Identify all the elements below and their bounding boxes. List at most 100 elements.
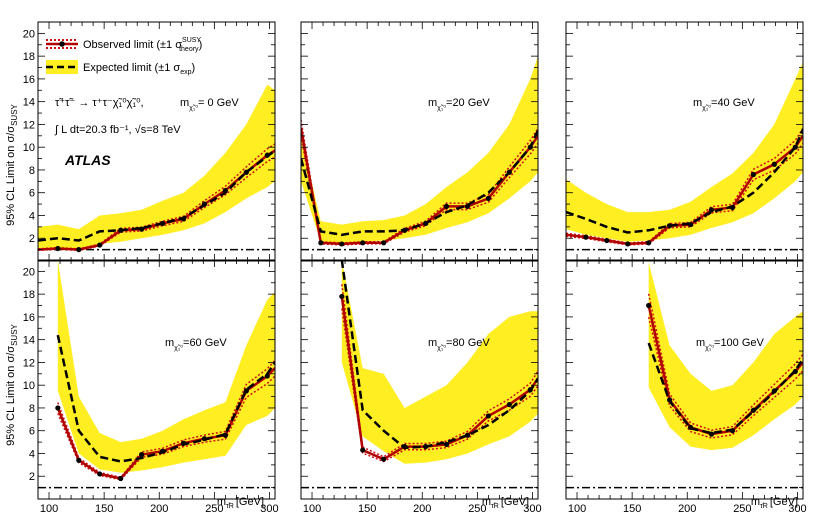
y-tick-label: 20 [23, 266, 35, 278]
y-tick-label: 10 [23, 142, 35, 154]
x-axis-title-1: mτ̃R [GeV] [217, 496, 264, 510]
x-axis-title-2: mτ̃R [GeV] [482, 496, 529, 510]
observed-point [201, 201, 208, 207]
y-tick-label: 4 [29, 210, 35, 222]
expected-band [341, 260, 538, 464]
observed-point [264, 152, 270, 158]
observed-point [792, 368, 798, 375]
y-tick-label: 14 [23, 97, 35, 109]
observed-point [381, 240, 387, 246]
y-tick-label: 2 [29, 233, 35, 245]
observed-point [201, 436, 208, 442]
observed-point [729, 428, 736, 434]
mass-label: mχ̃₁⁰= 0 GeV [180, 97, 239, 112]
panel-1: 2 4 6 8 10 12 14 16 18 20 mχ̃₁⁰= 0 GeV [23, 21, 276, 262]
legend-expected-label: Expected limit (±1 σexp) [83, 62, 195, 76]
observed-point [381, 456, 387, 462]
expected-line [566, 128, 803, 234]
observed-point [139, 452, 145, 458]
y-tick-label: 16 [23, 312, 35, 324]
observed-point [118, 227, 124, 233]
observed-point [667, 397, 673, 403]
x-tick-label: 150 [623, 503, 641, 513]
x-tick-label: 200 [150, 503, 168, 513]
panels: 2 4 6 8 10 12 14 16 18 20 mχ̃₁⁰= 0 GeV mχ̃₁⁰=20 GeV… [23, 21, 807, 513]
plot-area [301, 260, 538, 489]
plot-frame [37, 259, 276, 500]
observed-point [708, 207, 715, 213]
observed-point [243, 388, 249, 394]
mass-label: mχ̃₁⁰=80 GeV [428, 337, 490, 352]
x-tick-label: 300 [788, 503, 806, 513]
observed-point [729, 204, 736, 211]
x-axis-title-3: mτ̃R [GeV] [751, 496, 798, 510]
y-tick-label: 6 [29, 188, 35, 200]
observed-point [159, 448, 166, 454]
observed-point [180, 440, 187, 446]
observed-point [687, 424, 694, 430]
observed-point [485, 195, 491, 202]
x-tick-label: 300 [523, 503, 541, 513]
expected-band [38, 84, 275, 250]
y-tick-label: 18 [23, 51, 35, 63]
observed-theory-down [301, 135, 538, 246]
panel-3: mχ̃₁⁰=40 GeV [565, 21, 804, 262]
observed-point [771, 161, 777, 167]
observed-point [422, 220, 429, 227]
observed-point [708, 431, 715, 437]
legend: Observed limit (±1 σSUSY theory) Expected… [46, 37, 202, 76]
observed-point [485, 413, 491, 419]
y-tick-label: 10 [23, 380, 35, 392]
panel-5: 100 150 200 250 300 mχ̃₁⁰=80 GeV [300, 259, 542, 513]
y-tick-label: 8 [29, 403, 35, 415]
observed-point [687, 221, 694, 228]
observed-point [464, 203, 471, 209]
observed-point [139, 226, 145, 232]
y-tick-label: 20 [23, 28, 35, 40]
observed-point [402, 227, 408, 233]
mass-label: mχ̃₁⁰=40 GeV [693, 97, 755, 112]
observed-point [180, 216, 187, 222]
x-tick-label: 150 [95, 503, 113, 513]
observed-point [604, 237, 610, 244]
observed-point [243, 169, 249, 175]
observed-point [464, 432, 471, 438]
observed-point [76, 457, 82, 463]
y-tick-label: 8 [29, 165, 35, 177]
observed-point [527, 144, 533, 150]
plot-area [301, 56, 538, 251]
observed-point [506, 401, 512, 408]
expected-line [340, 260, 538, 450]
observed-point [76, 247, 82, 253]
observed-point [506, 169, 512, 175]
observed-point [422, 444, 429, 450]
legend-observed-label: Observed limit (±1 σSUSY theory) [83, 37, 202, 53]
observed-point [264, 373, 270, 379]
observed-point [222, 187, 228, 194]
observed-point [360, 240, 366, 246]
observed-point [402, 444, 408, 450]
observed-point [159, 220, 166, 227]
x-tick-label: 150 [358, 503, 376, 513]
plot-area [566, 61, 803, 251]
plot-frame [300, 259, 539, 500]
observed-theory-up [647, 293, 803, 431]
observed-point [527, 387, 533, 393]
mass-label: mχ̃₁⁰=20 GeV [428, 97, 490, 112]
x-tick-label: 200 [413, 503, 431, 513]
panel-6: 100 150 200 250 300 mχ̃₁⁰=100 GeV [565, 259, 807, 513]
observed-point [97, 242, 103, 248]
observed-point [318, 240, 324, 246]
process-label: τ̃⁺τ̃⁻ → τ⁺τ⁻χ̃₁⁰χ̃₁⁰, [55, 97, 144, 109]
x-tick-label: 250 [205, 503, 223, 513]
y-axis-title-top: 95% CL Limit on σ/σSUSY [5, 103, 19, 225]
y-tick-label: 16 [23, 74, 35, 86]
observed-point [222, 432, 228, 438]
mass-label: mχ̃₁⁰=60 GeV [165, 337, 227, 352]
observed-point [118, 475, 124, 482]
plot-frame [37, 21, 276, 262]
expected-band [57, 260, 275, 473]
mass-label: mχ̃₁⁰=100 GeV [696, 337, 765, 352]
x-tick-label: 250 [468, 503, 486, 513]
x-tick-label: 200 [678, 503, 696, 513]
